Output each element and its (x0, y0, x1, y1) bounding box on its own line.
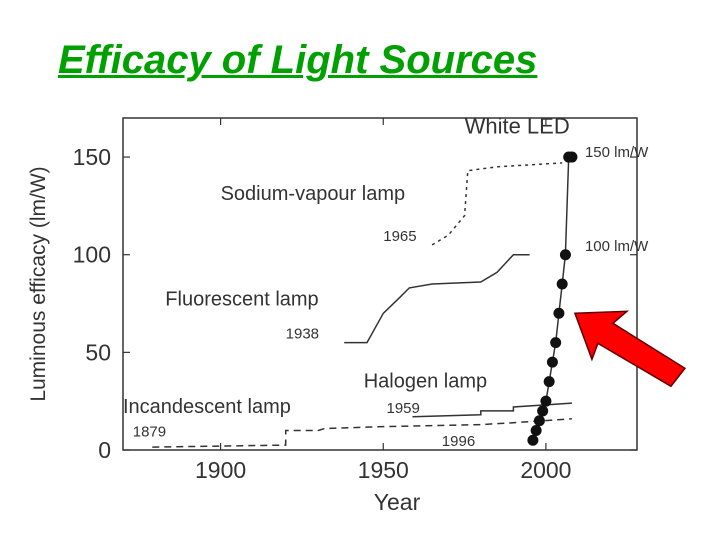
led-data-point (550, 337, 562, 349)
annotation-label: Halogen lamp (364, 371, 487, 393)
led-data-point (537, 405, 549, 417)
series-line-fluorescent-lamp (344, 253, 530, 344)
led-data-point (533, 415, 545, 427)
y-tick-label: 50 (85, 339, 111, 365)
slide-title: Efficacy of Light Sources (58, 38, 538, 82)
annotation-label: Incandescent lamp (123, 396, 291, 418)
led-data-point (556, 278, 568, 290)
led-data-point (553, 307, 565, 319)
red-arrow-icon (573, 310, 687, 388)
led-data-point (566, 151, 578, 163)
y-tick-label: 0 (98, 437, 111, 463)
series-line-sodium-vapour-lamp (431, 162, 563, 246)
annotation-label: Fluorescent lamp (165, 288, 318, 310)
led-markers (527, 151, 578, 446)
x-tick-label: 1950 (358, 457, 409, 483)
led-data-point (530, 424, 542, 436)
annotation-label: 100 lm/W (585, 238, 649, 255)
annotation-label: 1879 (133, 423, 166, 440)
led-data-point (543, 376, 555, 388)
led-data-point (559, 249, 571, 261)
led-data-point (527, 434, 539, 446)
led-data-point (546, 356, 558, 368)
series-line-white-led (532, 156, 572, 441)
y-tick-label: 100 (73, 242, 111, 268)
x-axis-label: Year (374, 489, 421, 515)
annotation-label: 1959 (387, 400, 420, 417)
y-axis-label: Luminous efficacy (lm/W) (27, 166, 50, 401)
chart-annotations: White LED 150 lm/W 100 lm/W Sodium-vapour l… (123, 114, 649, 450)
annotation-label: 150 lm/W (585, 144, 649, 161)
annotation-label: 1996 (442, 433, 475, 450)
plot-frame (122, 117, 638, 451)
x-tick-label: 2000 (520, 457, 571, 483)
series-line-incandescent-lamp (152, 418, 572, 448)
annotation-label: White LED (465, 114, 570, 139)
x-tick-label: 1900 (195, 457, 246, 483)
annotation-label: 1938 (286, 326, 319, 343)
annotation-label: 1965 (383, 228, 416, 245)
series-line-halogen-lamp (412, 402, 572, 418)
y-tick-label: 150 (73, 144, 111, 170)
chart-axes: 1900 1950 2000 0 50 100 150 Year Luminous effica… (27, 117, 638, 515)
annotation-label: Sodium-vapour lamp (221, 183, 406, 205)
highlight-arrow (573, 310, 687, 388)
led-data-point (540, 395, 552, 407)
